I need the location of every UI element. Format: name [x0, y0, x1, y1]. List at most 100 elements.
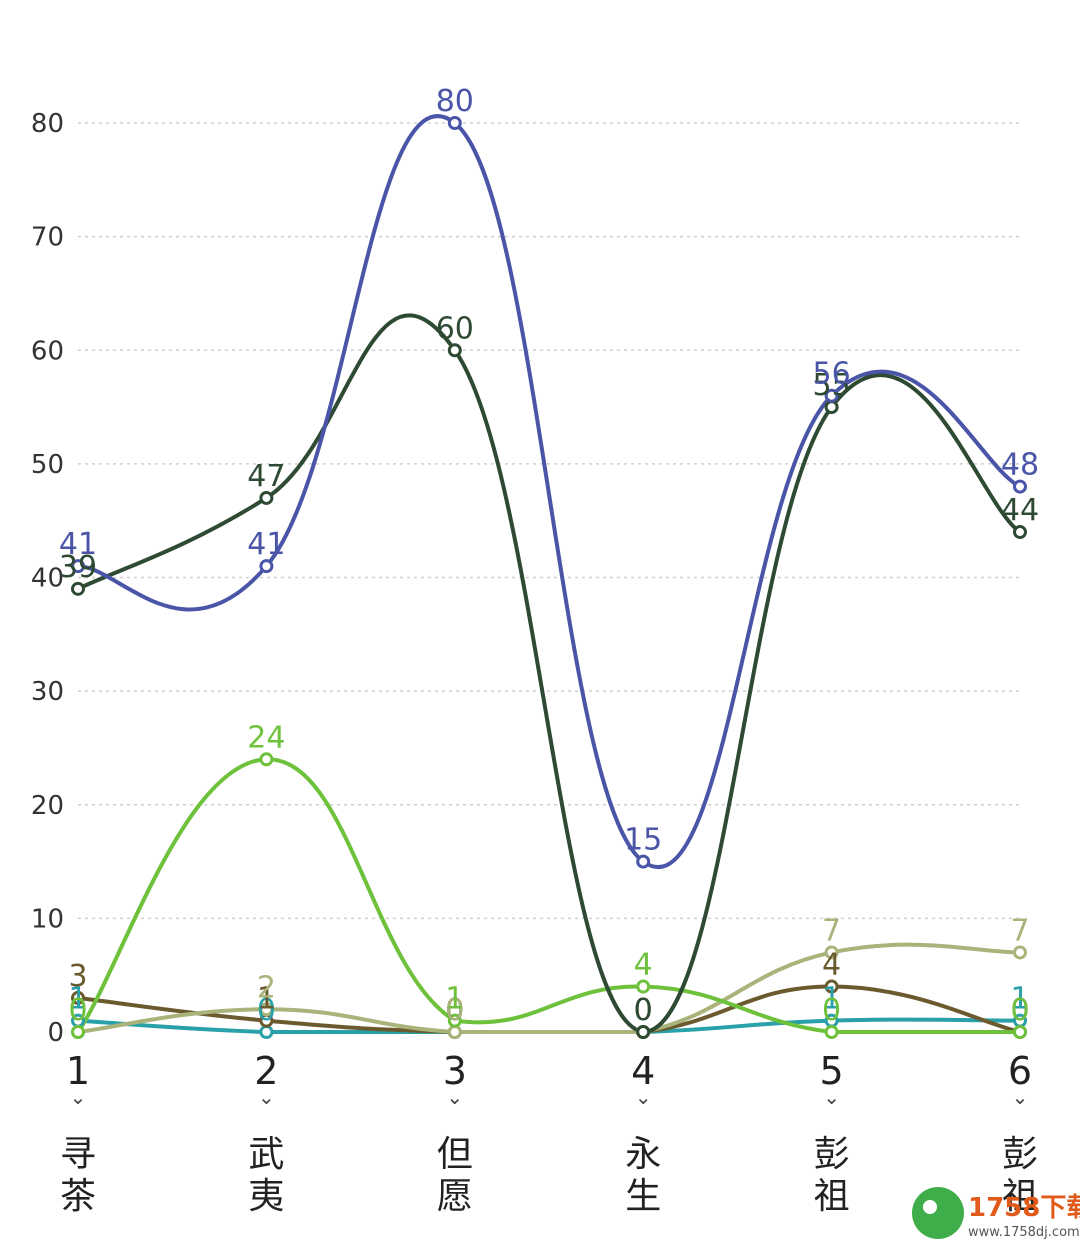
y-tick-label: 20	[31, 791, 64, 821]
data-label: 0	[445, 993, 464, 1028]
x-category-label: 永	[625, 1134, 661, 1175]
x-tick-label: 1	[66, 1049, 90, 1093]
data-label: 1	[1010, 982, 1029, 1017]
x-category-label: 祖	[814, 1176, 850, 1217]
data-label: 60	[436, 311, 474, 346]
y-tick-label: 40	[31, 564, 64, 594]
y-tick-label: 60	[31, 336, 64, 366]
data-point	[71, 1025, 85, 1039]
series-line	[76, 942, 1022, 1035]
data-label: 0	[1010, 993, 1029, 1028]
x-category-label: 生	[625, 1176, 661, 1217]
x-tick-label: 2	[254, 1049, 278, 1093]
chevron-down-icon: ⌄	[1012, 1085, 1029, 1109]
data-label: 3	[68, 959, 87, 994]
data-point	[447, 343, 462, 358]
data-point	[824, 388, 839, 403]
x-tick-label: 6	[1008, 1049, 1032, 1093]
data-label: 48	[1001, 448, 1039, 483]
data-point	[636, 979, 651, 994]
chevron-down-icon: ⌄	[823, 1085, 840, 1109]
y-tick-label: 0	[47, 1018, 64, 1048]
x-category-label: 寻	[60, 1134, 96, 1175]
data-label: 41	[247, 527, 285, 562]
y-tick-label: 30	[31, 677, 64, 707]
data-label: 80	[436, 84, 474, 119]
x-axis-ticks: 1⌄寻茶2⌄武夷3⌄但愿4⌄永生5⌄彭祖6⌄彭祖	[60, 1049, 1038, 1217]
data-point	[71, 581, 85, 596]
y-tick-label: 80	[31, 109, 64, 139]
data-label: 55	[813, 368, 851, 403]
data-label: 0	[634, 993, 653, 1028]
data-label: 0	[445, 993, 464, 1028]
data-point	[824, 1025, 839, 1039]
data-label: 41	[59, 527, 97, 562]
watermark-leaf-icon	[912, 1187, 964, 1239]
y-tick-label: 70	[31, 223, 64, 253]
data-label: 47	[247, 459, 285, 494]
data-point	[1013, 1025, 1027, 1039]
data-label: 4	[822, 948, 841, 983]
y-axis-ticks: 0 10 20 30 40 50 60 70 80	[31, 109, 64, 1048]
watermark-logo: 1758下载 www.1758dj.com	[912, 1187, 1080, 1240]
watermark-leaf-eye-icon	[923, 1200, 937, 1214]
data-label: 0	[1010, 993, 1029, 1028]
data-label: 0	[634, 993, 653, 1028]
data-label: 0	[68, 993, 87, 1028]
chevron-down-icon: ⌄	[70, 1085, 87, 1109]
data-points	[71, 116, 1027, 1039]
data-label: 1	[68, 982, 87, 1017]
data-point	[1013, 945, 1027, 960]
data-label: 0	[822, 993, 841, 1028]
x-category-label: 彭	[1002, 1134, 1038, 1175]
x-category-label: 夷	[248, 1176, 284, 1217]
data-point	[259, 490, 274, 505]
chevron-down-icon: ⌄	[635, 1085, 652, 1109]
x-category-label: 茶	[60, 1176, 96, 1217]
x-tick-label: 4	[631, 1049, 655, 1093]
chevron-down-icon: ⌄	[446, 1085, 463, 1109]
data-point	[71, 990, 85, 1005]
data-label: 44	[1001, 493, 1039, 528]
y-tick-label: 10	[31, 904, 64, 934]
data-label: 1	[445, 982, 464, 1017]
data-point	[824, 945, 839, 960]
watermark-url: www.1758dj.com	[968, 1225, 1080, 1240]
grid-lines	[78, 122, 1020, 920]
series-line	[76, 313, 1022, 1035]
x-category-label: 武	[248, 1134, 284, 1175]
x-category-label: 彭	[814, 1134, 850, 1175]
x-category-label: 祖	[1002, 1176, 1038, 1217]
data-label: 0	[68, 993, 87, 1028]
series-lines	[76, 114, 1022, 1035]
x-tick-label: 3	[443, 1049, 467, 1093]
data-label: 1	[257, 982, 276, 1017]
x-category-label: 但	[437, 1134, 473, 1175]
data-point	[259, 1002, 274, 1017]
data-label: 56	[813, 357, 851, 392]
y-tick-label: 50	[31, 450, 64, 480]
data-point	[824, 400, 839, 415]
data-label: 24	[247, 720, 285, 755]
data-point	[1013, 479, 1027, 494]
data-label: 0	[634, 993, 653, 1028]
data-point	[1013, 525, 1027, 540]
data-point	[636, 854, 651, 869]
data-label: 7	[822, 913, 841, 948]
series-line	[76, 114, 1022, 869]
data-label: 7	[1010, 913, 1029, 948]
data-point	[259, 559, 274, 574]
data-label: 0	[257, 993, 276, 1028]
data-point	[447, 116, 462, 130]
data-label: 15	[624, 823, 662, 858]
data-label: 0	[634, 993, 653, 1028]
data-point	[636, 1025, 651, 1039]
x-category-label: 愿	[437, 1176, 473, 1217]
data-label: 39	[59, 550, 97, 585]
data-point	[824, 979, 839, 994]
data-label: 1	[822, 982, 841, 1017]
data-label: 4	[634, 948, 653, 983]
x-tick-label: 5	[820, 1049, 844, 1093]
